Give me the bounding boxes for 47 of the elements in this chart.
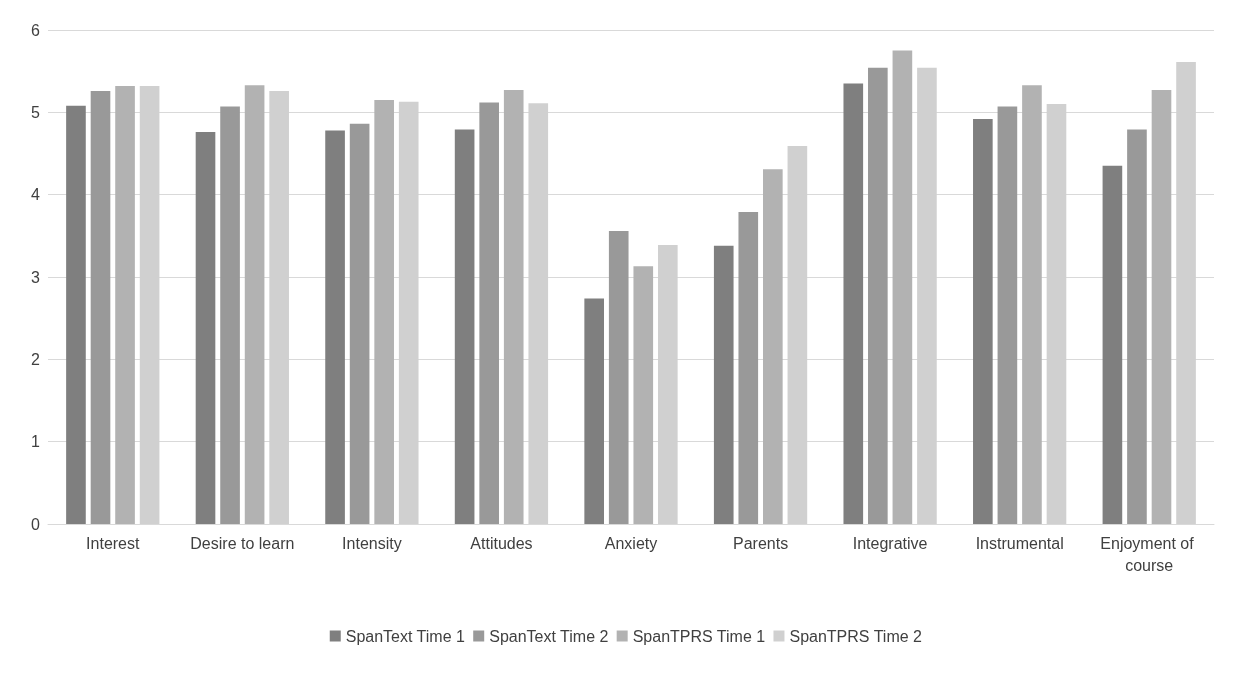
bar xyxy=(244,85,265,524)
x-tick-label: Anxiety xyxy=(604,534,658,552)
y-tick-label: 1 xyxy=(31,433,41,451)
x-tick-label: Instrumental xyxy=(975,534,1064,552)
x-tick-label: Parents xyxy=(732,534,789,552)
y-tick-label: 0 xyxy=(31,515,41,533)
bar xyxy=(325,130,345,524)
y-tick-label: 6 xyxy=(31,21,41,39)
bar xyxy=(608,230,629,524)
y-tick-label: 3 xyxy=(31,268,41,286)
bar xyxy=(115,85,135,524)
bar xyxy=(868,67,888,524)
x-tick-label: Enjoyment of course xyxy=(1100,534,1199,574)
legend-label: SpanTPRS Time 1 xyxy=(632,627,766,645)
bar xyxy=(997,106,1018,524)
bar xyxy=(843,83,864,524)
x-tick-label: Intensity xyxy=(342,534,402,552)
bar xyxy=(220,106,240,524)
bar xyxy=(66,105,86,524)
legend-label: SpanTPRS Time 2 xyxy=(789,627,923,645)
y-tick-label: 5 xyxy=(31,103,41,121)
x-tick-label: Interest xyxy=(86,534,141,552)
bar xyxy=(892,50,913,524)
bar xyxy=(633,266,654,524)
bar xyxy=(479,102,499,524)
bar xyxy=(584,298,604,524)
x-tick-label: Attitudes xyxy=(470,534,533,552)
bar xyxy=(973,118,993,524)
y-tick-label: 2 xyxy=(31,350,41,368)
legend-label: SpanText Time 2 xyxy=(489,627,609,645)
bar xyxy=(1102,165,1123,524)
bar xyxy=(454,129,475,524)
bar xyxy=(90,90,111,524)
bar xyxy=(195,132,216,524)
bar xyxy=(1127,129,1147,524)
bar xyxy=(503,90,524,524)
bar xyxy=(738,211,759,524)
legend-label: SpanText Time 1 xyxy=(345,627,466,645)
bar xyxy=(1022,85,1042,524)
bar xyxy=(1151,90,1172,524)
y-tick-label: 4 xyxy=(31,186,41,204)
bar xyxy=(763,169,783,524)
bar xyxy=(713,245,734,524)
x-tick-label: Desire to learn xyxy=(190,534,295,552)
bar xyxy=(374,99,394,524)
x-tick-label: Integrative xyxy=(852,534,928,552)
bar xyxy=(349,123,370,524)
